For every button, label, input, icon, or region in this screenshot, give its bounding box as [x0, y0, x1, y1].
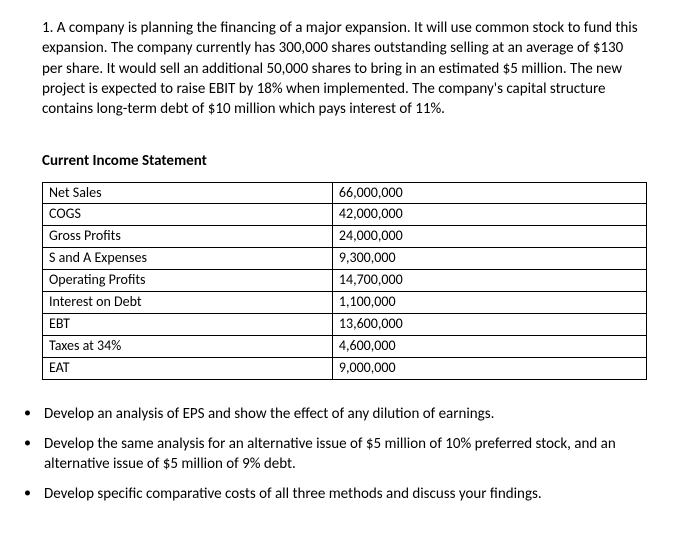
- row-label: Gross Profits: [43, 226, 333, 248]
- row-label: EAT: [43, 357, 333, 379]
- row-label: S and A Expenses: [43, 248, 333, 270]
- question-paragraph: 1. A company is planning the financing o…: [20, 18, 647, 119]
- row-label: Net Sales: [43, 182, 333, 204]
- table-heading: Current Income Statement: [20, 151, 647, 171]
- row-value: 24,000,000: [332, 226, 646, 248]
- row-value: 4,600,000: [332, 335, 646, 357]
- task-item: Develop an analysis of EPS and show the …: [20, 404, 647, 424]
- table-row: Operating Profits14,700,000: [43, 270, 647, 292]
- table-row: Net Sales66,000,000: [43, 182, 647, 204]
- row-label: Operating Profits: [43, 270, 333, 292]
- row-label: EBT: [43, 313, 333, 335]
- income-statement-table: Net Sales66,000,000COGS42,000,000Gross P…: [42, 182, 647, 380]
- row-value: 1,100,000: [332, 291, 646, 313]
- row-value: 13,600,000: [332, 313, 646, 335]
- row-value: 14,700,000: [332, 270, 646, 292]
- task-item: Develop the same analysis for an alterna…: [20, 434, 647, 475]
- row-label: Taxes at 34%: [43, 335, 333, 357]
- question-number: 1.: [42, 19, 53, 37]
- table-row: Taxes at 34%4,600,000: [43, 335, 647, 357]
- table-row: S and A Expenses9,300,000: [43, 248, 647, 270]
- row-value: 66,000,000: [332, 182, 646, 204]
- task-item: Develop specific comparative costs of al…: [20, 484, 647, 504]
- row-label: Interest on Debt: [43, 291, 333, 313]
- row-value: 9,300,000: [332, 248, 646, 270]
- question-text: A company is planning the financing of a…: [42, 19, 638, 118]
- row-label: COGS: [43, 204, 333, 226]
- row-value: 9,000,000: [332, 357, 646, 379]
- table-row: EBT13,600,000: [43, 313, 647, 335]
- table-row: Gross Profits24,000,000: [43, 226, 647, 248]
- row-value: 42,000,000: [332, 204, 646, 226]
- table-row: COGS42,000,000: [43, 204, 647, 226]
- table-row: EAT9,000,000: [43, 357, 647, 379]
- table-row: Interest on Debt1,100,000: [43, 291, 647, 313]
- task-list: Develop an analysis of EPS and show the …: [20, 404, 647, 505]
